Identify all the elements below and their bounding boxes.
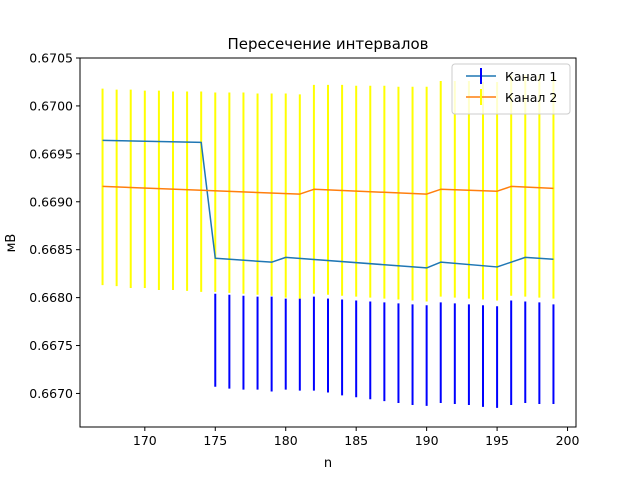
legend-label-1: Канал 1: [505, 69, 557, 84]
x-tick-label: 195: [485, 433, 509, 448]
y-axis-label: мВ: [4, 234, 19, 253]
legend: Канал 1 Канал 2: [451, 63, 571, 115]
series-line-1: [102, 139, 554, 269]
x-tick-label: 185: [344, 433, 368, 448]
plot-frame: [79, 57, 577, 428]
x-tick-label: 175: [203, 433, 227, 448]
y-tick-label: 0.6680: [29, 290, 73, 305]
y-tick-label: 0.6700: [29, 98, 73, 113]
y-tick-label: 0.6670: [29, 386, 73, 401]
x-axis-label: n: [324, 456, 332, 471]
y-tick-label: 0.6695: [29, 146, 73, 161]
x-tick-label: 190: [415, 433, 439, 448]
series-line-2: [102, 185, 554, 195]
y-tick-label: 0.6690: [29, 194, 73, 209]
y-tick-label: 0.6685: [29, 242, 73, 257]
x-tick-label: 180: [274, 433, 298, 448]
x-tick-label: 170: [133, 433, 157, 448]
y-tick-label: 0.6705: [29, 51, 73, 66]
y-tick-label: 0.6675: [29, 338, 73, 353]
x-tick-label: 200: [556, 433, 580, 448]
chart-title: Пересечение интервалов: [227, 35, 428, 53]
legend-label-2: Канал 2: [505, 90, 557, 105]
